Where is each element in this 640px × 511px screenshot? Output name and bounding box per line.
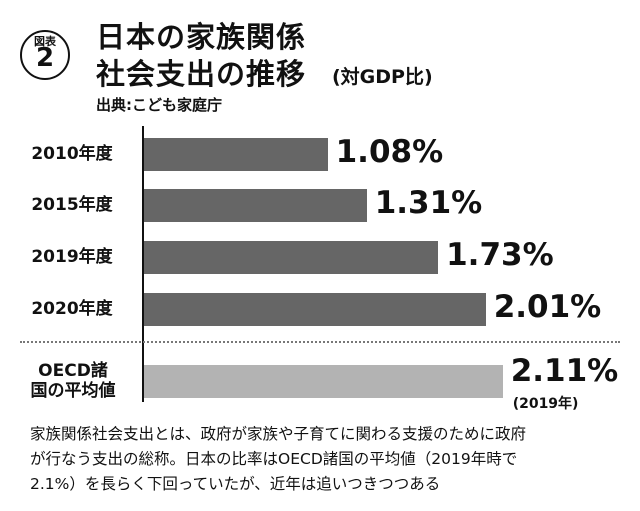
category-label: 2010年度 xyxy=(31,144,113,164)
category-label: OECD諸国の平均値 xyxy=(30,361,116,401)
category-label: 2020年度 xyxy=(31,299,113,319)
badge-number: 2 xyxy=(35,43,55,73)
caption: 家族関係社会支出とは、政府が家族や子育てに関わる支援のために政府 xyxy=(30,425,527,443)
value-label: 2.01% xyxy=(493,289,602,325)
value-label: 1.31% xyxy=(374,185,483,221)
bar xyxy=(144,293,486,326)
bar xyxy=(144,138,328,171)
value-label: 2.11% xyxy=(510,353,619,389)
badge-label: 図表 xyxy=(34,35,56,48)
caption: が行なう支出の総称。日本の比率はOECD諸国の平均値（2019年時で xyxy=(30,450,518,468)
category-label: 2019年度 xyxy=(31,247,113,267)
bar xyxy=(144,241,439,274)
separator xyxy=(20,341,620,343)
caption: 2.1%）を長らく下回っていたが、近年は追いつきつつある xyxy=(30,475,441,493)
bar xyxy=(144,365,503,398)
value-label: 1.08% xyxy=(335,134,444,170)
bar xyxy=(144,189,367,222)
category-label: 2015年度 xyxy=(31,195,113,215)
title: 日本の家族関係 xyxy=(96,20,307,54)
badge xyxy=(20,30,70,80)
title-suffix: (対GDP比) xyxy=(332,66,433,88)
title: 社会支出の推移 xyxy=(96,57,307,91)
annotation: (2019年) xyxy=(512,396,579,412)
axis-line xyxy=(142,126,144,402)
source: 出典:こども家庭庁 xyxy=(96,96,222,114)
value-label: 1.73% xyxy=(446,237,554,273)
